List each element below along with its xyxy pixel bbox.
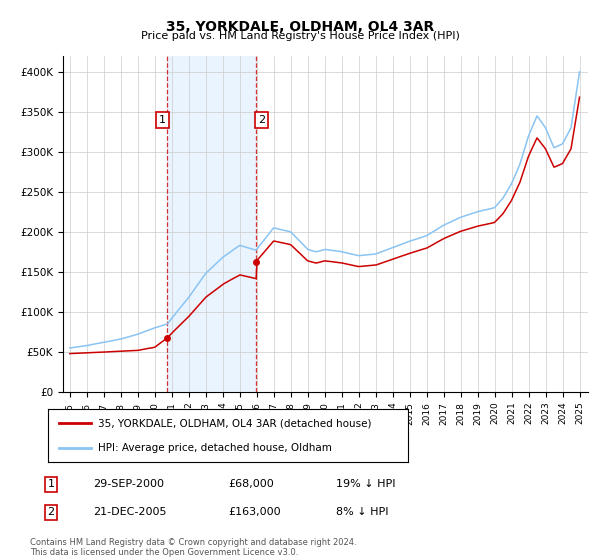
Text: 21-DEC-2005: 21-DEC-2005	[93, 507, 167, 517]
Text: £68,000: £68,000	[228, 479, 274, 489]
Text: 19% ↓ HPI: 19% ↓ HPI	[336, 479, 395, 489]
Text: 2: 2	[47, 507, 55, 517]
Text: Price paid vs. HM Land Registry's House Price Index (HPI): Price paid vs. HM Land Registry's House …	[140, 31, 460, 41]
Text: 35, YORKDALE, OLDHAM, OL4 3AR: 35, YORKDALE, OLDHAM, OL4 3AR	[166, 20, 434, 34]
Text: 1: 1	[47, 479, 55, 489]
Text: 2: 2	[258, 115, 265, 125]
Text: 29-SEP-2000: 29-SEP-2000	[93, 479, 164, 489]
Text: £163,000: £163,000	[228, 507, 281, 517]
Text: Contains HM Land Registry data © Crown copyright and database right 2024.
This d: Contains HM Land Registry data © Crown c…	[30, 538, 356, 557]
Text: 8% ↓ HPI: 8% ↓ HPI	[336, 507, 389, 517]
Text: HPI: Average price, detached house, Oldham: HPI: Average price, detached house, Oldh…	[98, 442, 332, 452]
Bar	[167, 56, 256, 392]
Text: 1: 1	[159, 115, 166, 125]
Text: 35, YORKDALE, OLDHAM, OL4 3AR (detached house): 35, YORKDALE, OLDHAM, OL4 3AR (detached …	[98, 418, 372, 428]
